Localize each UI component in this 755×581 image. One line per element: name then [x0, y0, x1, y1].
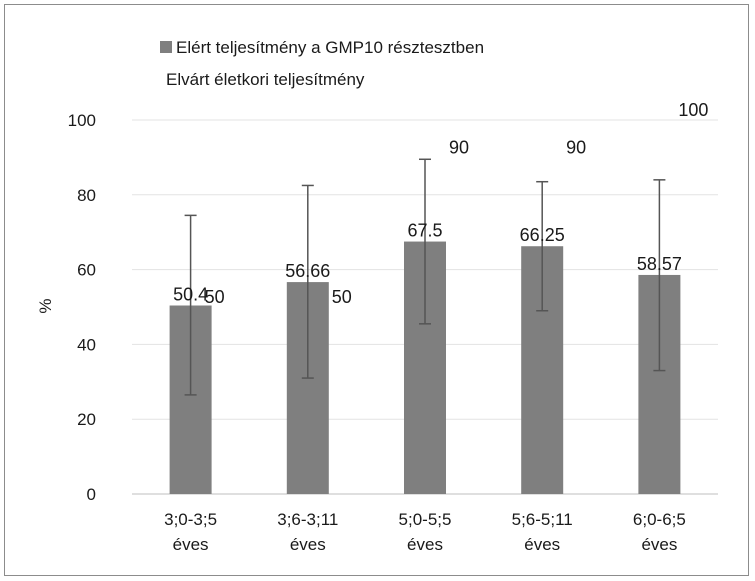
legend-label-achieved: Elért teljesítmény a GMP10 résztesztben: [176, 38, 484, 57]
y-tick-label: 80: [77, 186, 96, 205]
x-tick-label: 5;6-5;11: [512, 510, 573, 529]
bar-value-label: 67.5: [407, 221, 442, 241]
expected-value-label: 90: [566, 137, 586, 157]
expected-value-label: 50: [332, 287, 352, 307]
chart-frame: [4, 4, 749, 576]
legend-swatch: [160, 41, 172, 53]
expected-value-label: 50: [205, 287, 225, 307]
bar-value-label: 50.4: [173, 285, 208, 305]
error-bars: [184, 158, 666, 396]
expected-value-label: 90: [449, 137, 469, 157]
y-tick-label: 40: [77, 335, 96, 354]
y-tick-label: 20: [77, 410, 96, 429]
y-axis: 0 20 40 60 80 100: [68, 111, 96, 504]
y-axis-title: %: [36, 298, 55, 313]
bar-value-label: 66.25: [520, 225, 565, 245]
legend-label-expected: Elvárt életkori teljesítmény: [166, 70, 365, 89]
legend: Elért teljesítmény a GMP10 résztesztben …: [160, 38, 484, 89]
x-tick-label: éves: [407, 535, 443, 554]
expected-value-label: 100: [678, 100, 708, 120]
x-axis-labels: 3;0-3;5 éves 3;6-3;11 éves 5;0-5;5 éves 5;6-5;…: [164, 510, 686, 554]
x-tick-label: 3;0-3;5: [164, 510, 217, 529]
x-tick-label: éves: [173, 535, 209, 554]
x-tick-label: éves: [290, 535, 326, 554]
y-tick-label: 100: [68, 111, 96, 130]
x-tick-label: 5;0-5;5: [399, 510, 452, 529]
y-tick-label: 0: [87, 485, 96, 504]
bar-value-label: 56.66: [285, 261, 330, 281]
y-tick-label: 60: [77, 261, 96, 280]
x-tick-label: éves: [524, 535, 560, 554]
x-tick-label: 3;6-3;11: [277, 510, 338, 529]
bar-value-label: 58.57: [637, 254, 682, 274]
x-tick-label: 6;0-6;5: [633, 510, 686, 529]
x-tick-label: éves: [641, 535, 677, 554]
